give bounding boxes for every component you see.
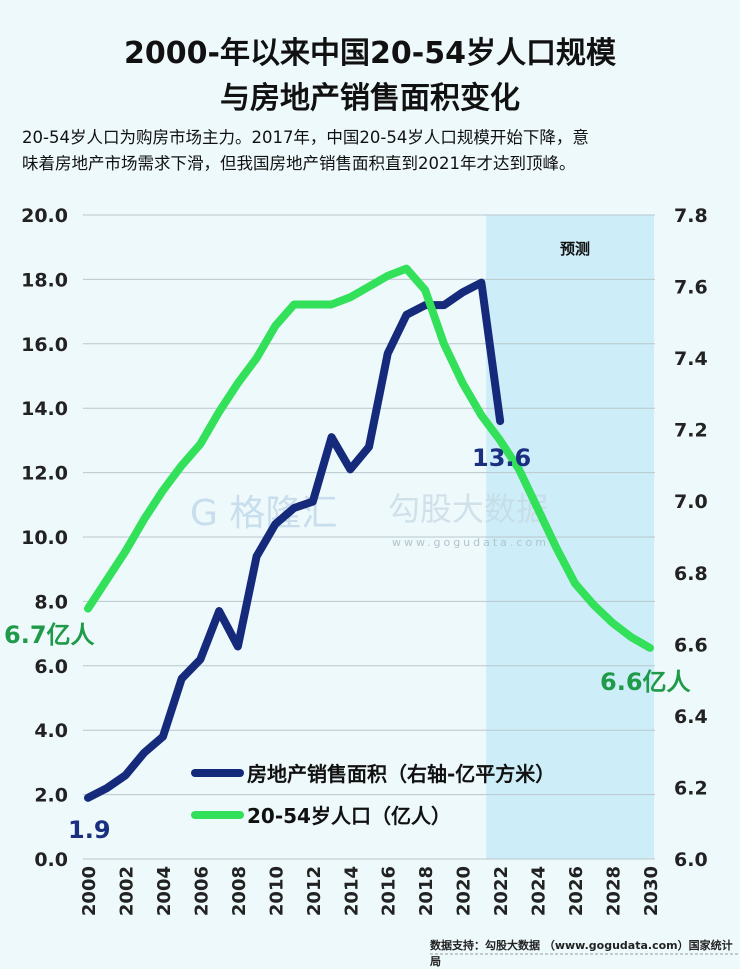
x-axis-tick: 2008 [229, 866, 250, 916]
legend-label: 房地产销售面积（右轴-亿平方米） [247, 762, 555, 786]
x-axis-tick: 2014 [341, 866, 362, 916]
x-axis-tick: 2024 [529, 866, 550, 916]
x-axis-tick: 2016 [379, 866, 400, 916]
left-axis-tick: 14.0 [21, 398, 68, 420]
chart-title-line2: 与房地产销售面积变化 [220, 81, 520, 116]
right-axis-tick: 7.2 [674, 420, 708, 442]
label-blue-end: 13.6 [472, 444, 531, 472]
legend-label: 20-54岁人口（亿人） [247, 804, 451, 828]
label-blue-start: 1.9 [68, 816, 111, 844]
left-axis-tick: 8.0 [34, 591, 68, 613]
x-axis-tick: 2020 [454, 866, 475, 916]
right-axis-tick: 7.8 [674, 205, 708, 227]
left-axis-tick: 6.0 [34, 656, 68, 678]
left-axis-tick: 4.0 [34, 720, 68, 742]
left-axis-tick: 16.0 [21, 334, 68, 356]
x-axis-tick: 2000 [79, 866, 100, 916]
x-axis-tick: 2006 [191, 866, 212, 916]
x-axis-tick: 2030 [641, 866, 662, 916]
x-axis-tick: 2018 [416, 866, 437, 916]
forecast-label: 预测 [560, 240, 590, 258]
left-axis-tick: 12.0 [21, 463, 68, 485]
watermark-text: 勾股大数据 [388, 490, 548, 528]
subtitle-line1: 20-54岁人口为购房市场主力。2017年，中国20-54岁人口规模开始下降，意 [22, 128, 589, 147]
right-axis-tick: 7.0 [674, 491, 708, 513]
left-axis-tick: 18.0 [21, 269, 68, 291]
right-axis-tick: 6.4 [674, 706, 708, 728]
left-axis-tick: 0.0 [34, 849, 68, 871]
footer-source: 数据支持：勾股大数据 （www.gogudata.com）国家统计局 [430, 939, 733, 968]
x-axis-tick: 2012 [304, 866, 325, 916]
left-axis-tick: 20.0 [21, 205, 68, 227]
x-axis-tick: 2026 [566, 866, 587, 916]
right-axis-tick: 6.0 [674, 849, 708, 871]
right-axis-tick: 6.8 [674, 563, 708, 585]
subtitle-line2: 味着房地产市场需求下滑，但我国房地产销售面积直到2021年才达到顶峰。 [22, 154, 576, 173]
x-axis-tick: 2028 [604, 866, 625, 916]
right-axis-tick: 6.6 [674, 634, 708, 656]
left-axis-tick: 2.0 [34, 785, 68, 807]
x-axis-tick: 2010 [266, 866, 287, 916]
right-axis-tick: 6.2 [674, 777, 708, 799]
x-axis-tick: 2004 [154, 866, 175, 916]
label-green-start: 6.7亿人 [4, 621, 95, 649]
right-axis-tick: 7.4 [674, 348, 708, 370]
chart-title-line1: 2000-年以来中国20-54岁人口规模 [124, 36, 616, 71]
watermark-url: www.gogudata.com [392, 536, 549, 549]
population-line [84, 264, 654, 652]
label-green-end: 6.6亿人 [600, 668, 691, 696]
x-axis-tick: 2002 [116, 866, 137, 916]
x-axis-tick: 2022 [491, 866, 512, 916]
left-axis-tick: 10.0 [21, 527, 68, 549]
right-axis-tick: 7.6 [674, 277, 708, 299]
